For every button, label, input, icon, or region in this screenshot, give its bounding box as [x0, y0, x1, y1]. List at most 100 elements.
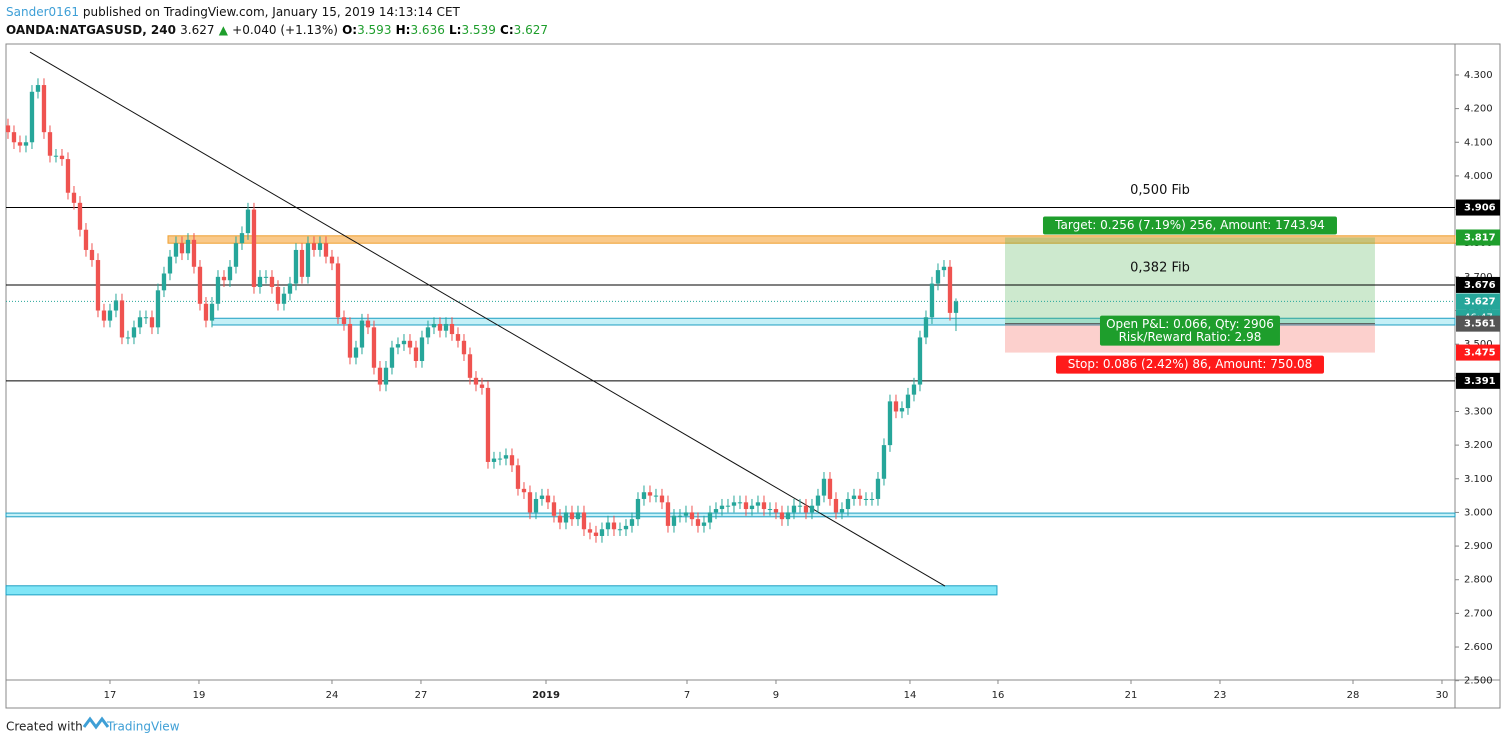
candle-body	[719, 505, 725, 510]
candle-body	[161, 273, 167, 291]
candle-body	[755, 502, 761, 506]
candle-body	[437, 323, 443, 331]
candle-body	[953, 301, 959, 313]
price-tag-label: 3.906	[1464, 203, 1496, 214]
candle-body	[317, 243, 323, 250]
candle-body	[857, 495, 863, 499]
target-label-box	[1042, 216, 1337, 235]
y-tick-label: 4.200	[1464, 104, 1493, 115]
candle-body	[329, 256, 335, 264]
candle-body	[845, 498, 851, 510]
candle-body	[281, 293, 287, 304]
x-tick-label: 19	[193, 690, 206, 701]
candle-body	[671, 515, 677, 526]
candle-body	[59, 155, 65, 160]
candle-body	[899, 408, 905, 412]
candle-body	[383, 367, 389, 385]
x-tick-label: 21	[1125, 690, 1138, 701]
candle-body	[419, 337, 425, 361]
candle-body	[659, 495, 665, 503]
candle-body	[323, 243, 329, 257]
x-tick-label: 24	[326, 690, 339, 701]
candle-body	[227, 266, 233, 281]
candle-body	[167, 256, 173, 274]
candle-body	[275, 286, 281, 304]
candle-body	[461, 340, 467, 355]
candle-body	[89, 249, 95, 261]
h-label: H:	[396, 23, 411, 37]
price-tag	[1456, 199, 1500, 216]
candle-body	[377, 367, 383, 385]
candle-body	[113, 300, 119, 311]
x-tick-label: 7	[684, 690, 690, 701]
candle-body	[605, 522, 611, 530]
stop-label-box	[1055, 355, 1324, 374]
candle-body	[803, 505, 809, 513]
candle-body	[251, 209, 257, 287]
candle-body	[599, 529, 605, 536]
candle-body	[143, 317, 149, 319]
o-label: O:	[342, 23, 357, 37]
price-tag-label: 3.391	[1464, 376, 1496, 387]
x-tick-label: 27	[415, 690, 428, 701]
candle-body	[335, 263, 341, 318]
candle-body	[449, 323, 455, 335]
author: Sander0161	[6, 5, 79, 19]
pnl-box	[1099, 315, 1280, 346]
x-tick-label: 2019	[532, 690, 560, 701]
candle-body	[731, 502, 737, 506]
candle-body	[239, 233, 245, 244]
candle-body	[35, 85, 41, 92]
frame	[5, 43, 1501, 709]
c: 3.627	[514, 23, 548, 37]
arrow: ▲	[219, 23, 229, 37]
candle-body	[641, 492, 647, 499]
candle-body	[563, 512, 569, 523]
candle-body	[425, 327, 431, 338]
logo	[82, 716, 110, 730]
candle-body	[65, 159, 71, 193]
candle-body	[149, 317, 155, 328]
published: published on TradingView.com, January 15…	[79, 5, 460, 19]
candle-body	[365, 320, 371, 328]
candle-body	[653, 495, 659, 497]
candle-body	[911, 384, 917, 395]
symbol-line: OANDA:NATGASUSD, 240 3.627 ▲ +0.040 (+1.…	[6, 23, 548, 37]
x-tick-label: 23	[1214, 690, 1227, 701]
candle-body	[233, 243, 239, 267]
candle-body	[203, 303, 209, 321]
candle-body	[407, 340, 413, 348]
candle-body	[191, 239, 197, 267]
price-tag-label: 3.475	[1464, 348, 1496, 359]
price-tag	[1456, 276, 1500, 293]
candle-body	[821, 478, 827, 496]
candle-body	[923, 317, 929, 338]
l: 3.539	[461, 23, 495, 37]
candle-body	[905, 394, 911, 409]
candle-body	[533, 498, 539, 513]
y-tick-label: 2.700	[1464, 608, 1493, 619]
candle-body	[11, 132, 17, 143]
y-tick-label: 3.100	[1464, 474, 1493, 485]
candle-body	[893, 401, 899, 412]
candle-body	[863, 498, 869, 500]
price-tag	[1456, 315, 1500, 332]
footer-brand: TradingView	[106, 720, 180, 734]
trendline	[29, 51, 946, 587]
candle-body	[869, 498, 875, 500]
candle-body	[809, 505, 815, 513]
x-tick-label: 17	[104, 690, 117, 701]
candle-body	[77, 202, 83, 230]
rr-label: Risk/Reward Ratio: 2.98	[1119, 330, 1262, 344]
candle-body	[125, 337, 131, 339]
candle-body	[833, 498, 839, 513]
candle-body	[467, 354, 473, 378]
candle-body	[29, 91, 35, 143]
candle-body	[257, 276, 263, 287]
candle-body	[623, 525, 629, 530]
candle-body	[797, 505, 803, 507]
candle-body	[137, 317, 143, 328]
last: 3.627	[180, 23, 214, 37]
candle-body	[179, 243, 185, 254]
